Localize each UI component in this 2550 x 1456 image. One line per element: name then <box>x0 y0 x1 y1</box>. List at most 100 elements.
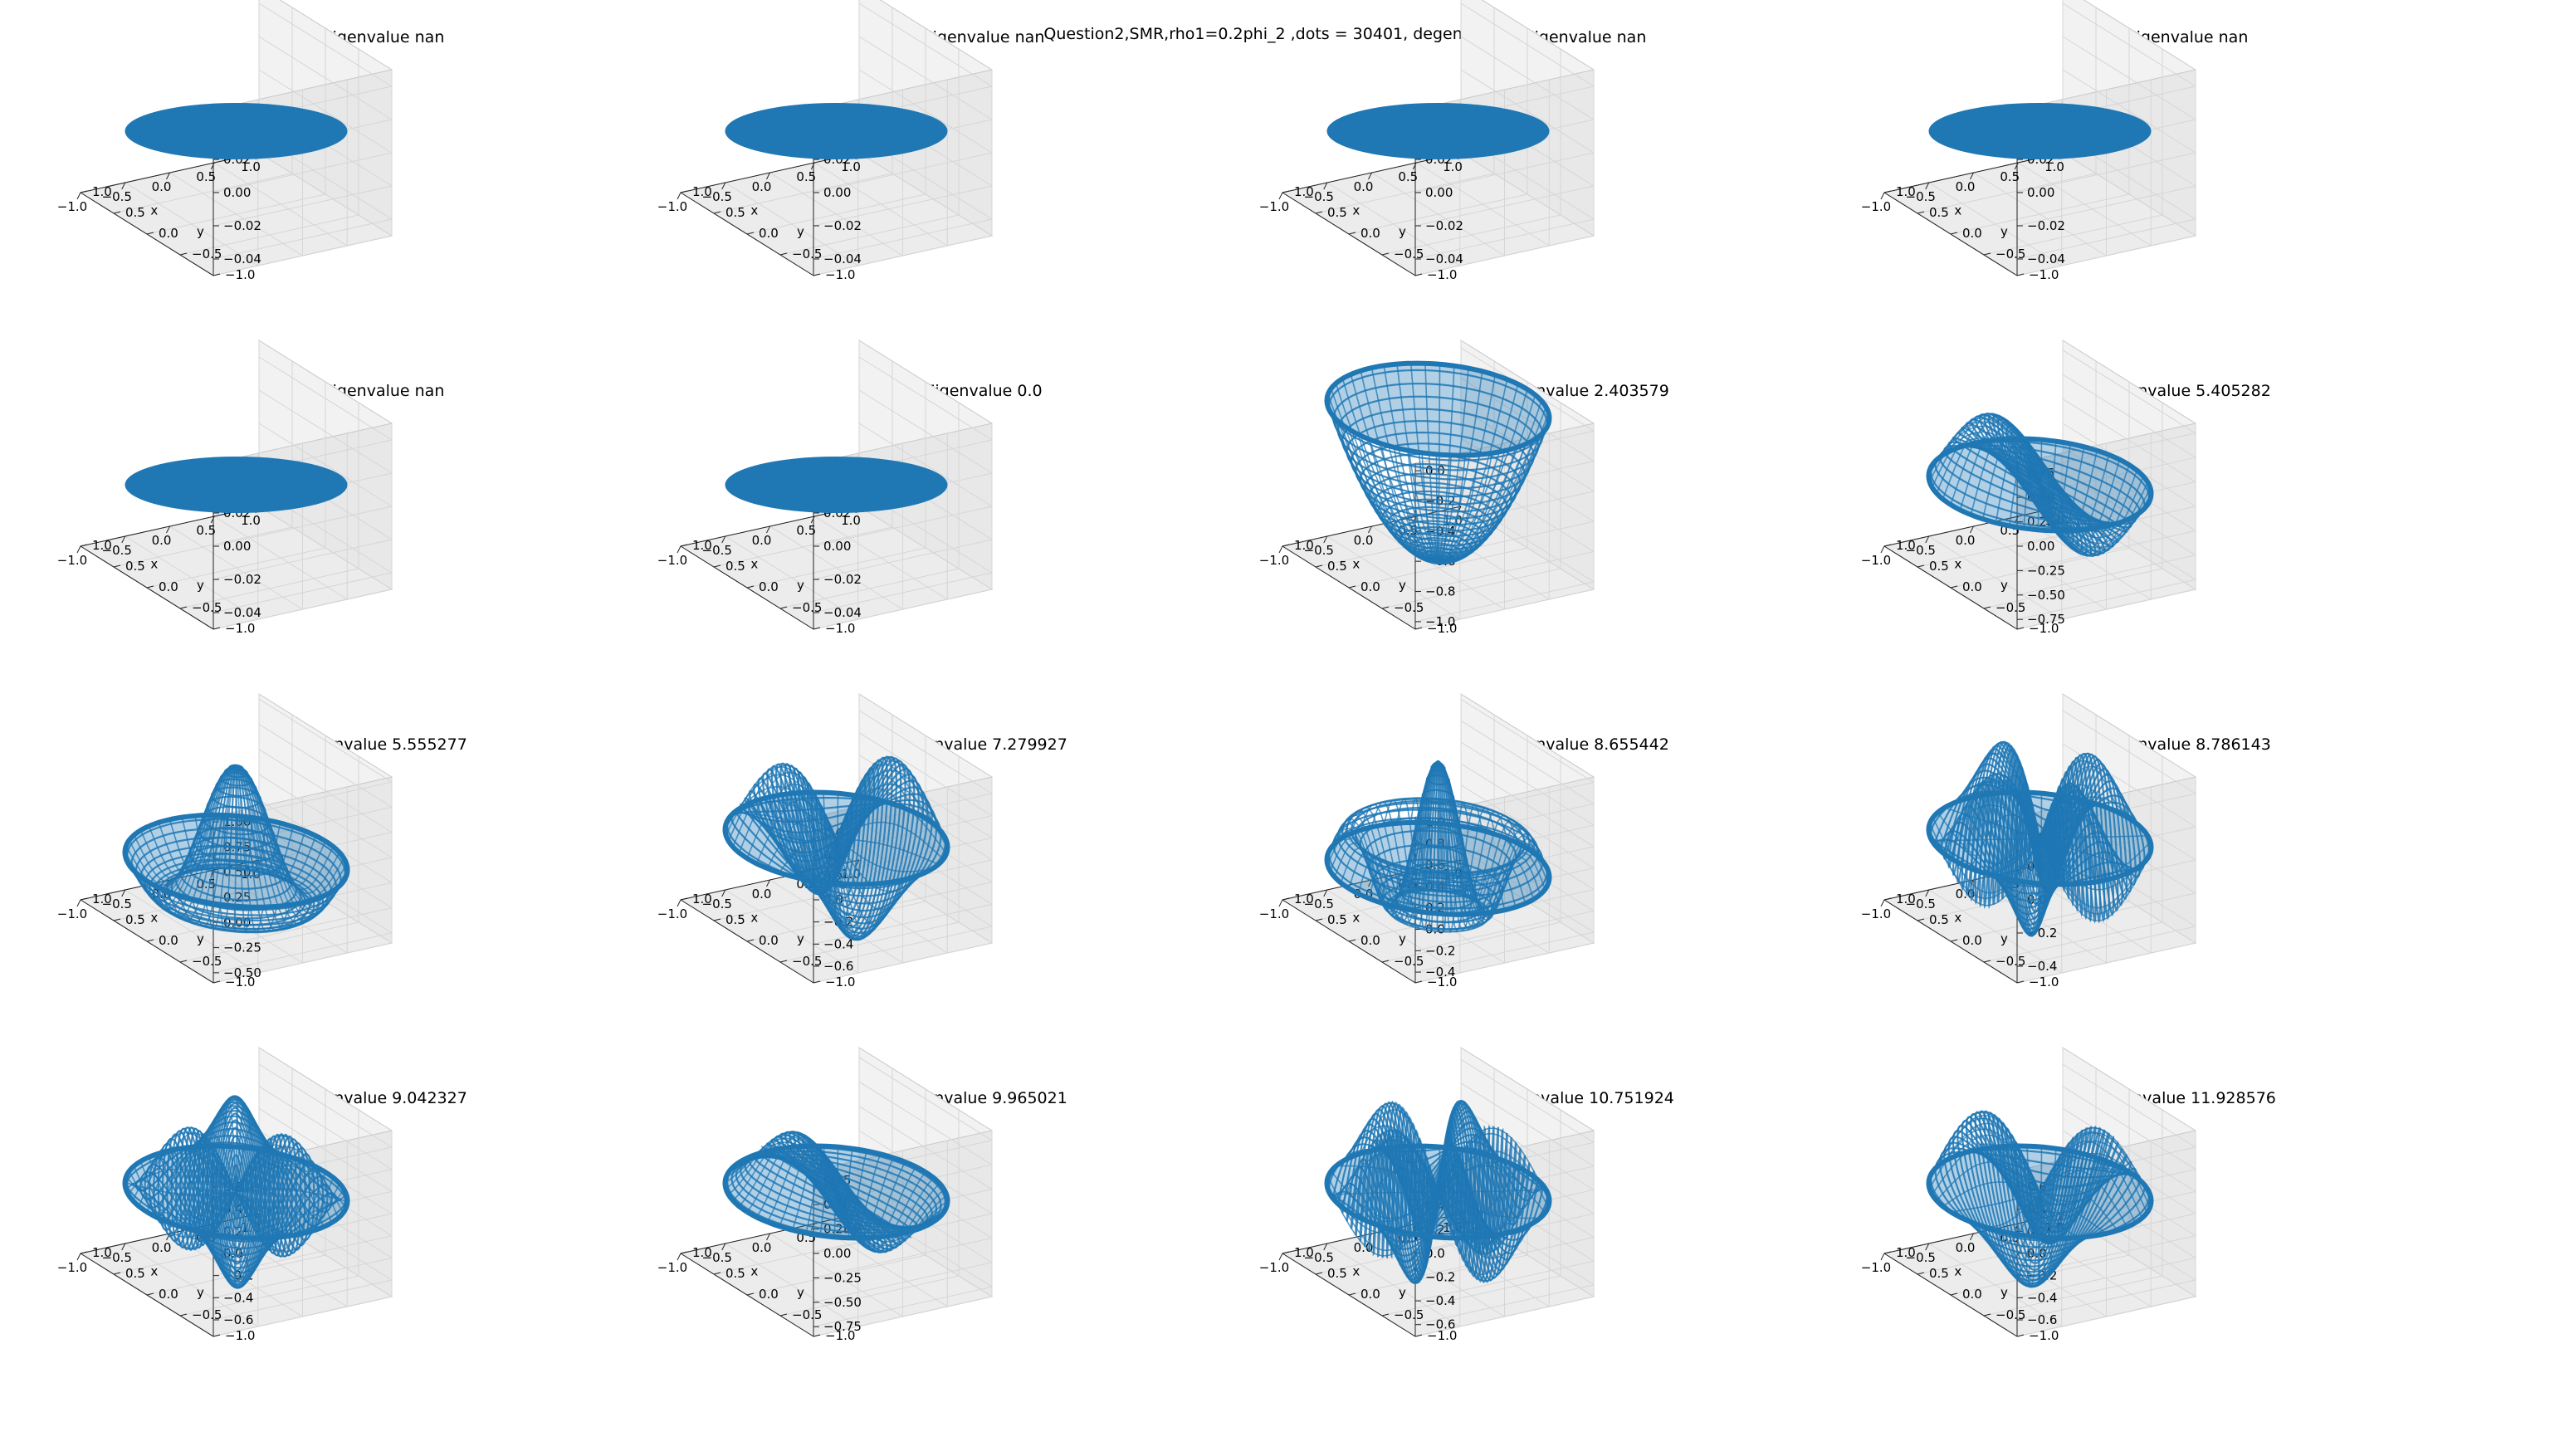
y-axis-label: y <box>1399 224 1406 239</box>
z-tick-label: −0.75 <box>823 1319 862 1334</box>
surface-spoke <box>835 1177 935 1253</box>
x-tick-label: 0.0 <box>1956 1240 1976 1255</box>
surface-spoke <box>1437 760 1519 901</box>
x-tick <box>766 879 770 887</box>
gridline <box>813 882 993 923</box>
y-tick <box>713 918 721 921</box>
y-axis-label: y <box>1399 1285 1406 1300</box>
surface-spoke <box>1970 1191 2041 1247</box>
y-tick-label: 1.0 <box>1896 184 1916 199</box>
y-tick <box>1348 585 1356 589</box>
surface-spoke <box>1437 364 1441 560</box>
gridline <box>746 193 926 235</box>
surface-spoke <box>1929 1112 2041 1193</box>
surface <box>122 1095 350 1289</box>
y-tick <box>680 544 688 547</box>
y-tick-label: 0.5 <box>725 205 745 220</box>
x-tick <box>210 515 215 524</box>
surface-spoke <box>1438 406 1547 561</box>
surface-spoke <box>2039 760 2121 839</box>
x-axis-label: x <box>750 556 758 571</box>
surface-spoke <box>738 771 838 853</box>
z-tick-label: −0.02 <box>823 572 862 587</box>
x-tick-label: −1.0 <box>657 553 687 568</box>
surface-spoke <box>1961 752 2041 839</box>
z-tick-label: −0.2 <box>1425 1270 1455 1285</box>
gridline <box>779 568 960 609</box>
surface-spoke <box>236 765 294 877</box>
surface-spoke <box>1437 760 1467 934</box>
surface-spoke <box>236 765 306 880</box>
surface-plot-svg: −1.0−0.50.00.51.0x−1.0−0.50.00.51.0y−0.7… <box>1861 340 2197 636</box>
z-tick-label: −0.04 <box>823 605 862 620</box>
gridline <box>858 710 993 794</box>
surface-spoke <box>1437 1166 1519 1216</box>
surface-spoke <box>833 838 838 923</box>
surface-spoke <box>835 797 867 848</box>
y-tick-label: −1.0 <box>1427 975 1457 989</box>
gridline <box>1381 921 1561 963</box>
y-tick <box>1414 1334 1423 1337</box>
gridline <box>125 182 259 266</box>
gridline <box>1326 182 1461 266</box>
surface-spoke <box>155 765 237 918</box>
gridline <box>1928 889 2063 974</box>
surface <box>125 103 348 159</box>
x-tick <box>121 535 126 544</box>
x-tick-label: 1.0 <box>841 159 861 174</box>
surface-spoke <box>1438 418 1551 561</box>
surface-spoke <box>836 799 882 839</box>
gridline <box>2062 2 2196 87</box>
y-tick <box>113 564 121 568</box>
y-tick-label: −0.5 <box>192 954 222 969</box>
surface-spoke <box>758 799 838 872</box>
surface-spoke <box>808 792 838 894</box>
x-tick-label: 0.0 <box>752 1240 772 1255</box>
gridline <box>258 423 393 507</box>
surface-spoke <box>1340 423 1439 562</box>
surface-spoke <box>1330 388 1439 561</box>
x-axis-label: x <box>750 910 758 925</box>
y-axis-label: y <box>1399 931 1406 946</box>
x-tick-label: −0.5 <box>102 543 132 558</box>
x-tick <box>1970 525 1974 534</box>
gridline <box>858 1106 993 1190</box>
x-tick-label: 0.0 <box>152 179 172 194</box>
x-axis-label: x <box>150 910 158 925</box>
surface-edge <box>1324 819 1552 917</box>
y-tick <box>1883 1251 1892 1254</box>
surface-spoke <box>835 1157 894 1240</box>
surface-spoke <box>1383 1147 1439 1195</box>
gridline <box>2016 152 2196 193</box>
gridline <box>1326 1243 1461 1327</box>
surface-disc <box>1326 103 1550 159</box>
gridline <box>725 535 859 620</box>
surface-spoke <box>1435 454 1439 564</box>
y-tick-label: 1.0 <box>92 1245 112 1260</box>
subplot-12: Eigenvalue 8.786143 −1.0 −0.5 0.0 0.5 1.0 x −1.… <box>1861 693 2362 1072</box>
surface-spoke <box>1336 1165 1439 1193</box>
surface-spoke <box>835 774 917 839</box>
gridline <box>212 1279 393 1321</box>
surface-plot-svg: −1.0−0.50.00.51.0x−1.0−0.50.00.51.0y−0.6… <box>1861 1047 2197 1343</box>
surface-spoke <box>236 764 253 872</box>
surface-spoke <box>1952 781 2041 839</box>
surface-spoke <box>1936 804 2041 848</box>
x-axis-label: x <box>1954 203 1961 217</box>
y-tick-label: 1.0 <box>1294 184 1314 199</box>
surface-spoke <box>1973 1150 2040 1193</box>
surface-spoke <box>835 1151 867 1229</box>
surface-spoke <box>2037 838 2041 929</box>
surface-plot-svg: −1.0−0.50.00.51.0x−1.0−0.50.00.51.0y−0.6… <box>1259 1047 1595 1343</box>
surface-edge <box>122 812 350 910</box>
y-axis-label: y <box>2000 931 2008 946</box>
z-tick-label: −0.25 <box>223 941 261 955</box>
x-tick-label: −0.5 <box>1906 543 1936 558</box>
y-tick-label: 1.0 <box>1294 538 1314 553</box>
surface-spoke <box>1330 1191 1439 1195</box>
x-tick <box>1925 1243 1930 1251</box>
surface-spoke <box>2039 1157 2098 1229</box>
y-tick-label: −0.5 <box>1996 247 2025 261</box>
surface-spoke <box>734 811 837 839</box>
surface-spoke <box>2039 1131 2152 1196</box>
